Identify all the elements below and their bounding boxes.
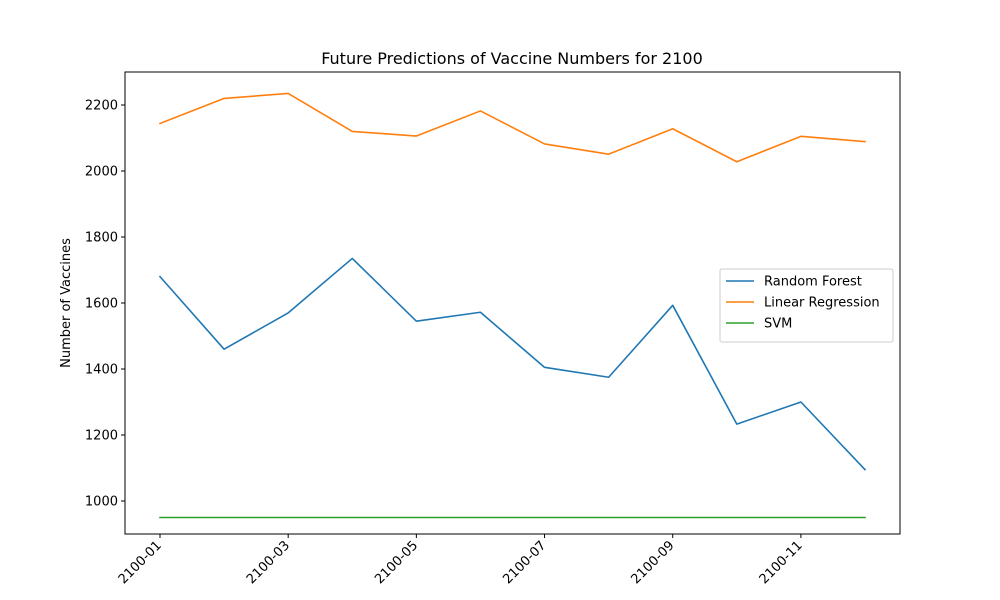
series-line-random-forest [158, 257, 867, 471]
y-tick-label: 1600 [85, 297, 118, 312]
legend-entry-label: SVM [764, 317, 792, 332]
legend-entry-label: Random Forest [764, 275, 862, 290]
series-line-linear-regression [158, 92, 866, 163]
y-tick-label: 2200 [85, 99, 118, 114]
y-tick-label: 1200 [85, 429, 118, 444]
y-axis-label: Number of Vaccines [59, 238, 74, 368]
y-tick-label: 2000 [85, 165, 118, 180]
y-tick-label: 1800 [85, 231, 118, 246]
legend: Random Forest Linear Regression SVM [719, 268, 894, 343]
legend-box [719, 268, 894, 343]
y-tick-label: 1400 [85, 363, 118, 378]
legend-entry-label: Linear Regression [764, 296, 880, 311]
y-tick-label: 1000 [85, 495, 118, 510]
chart-title: Future Predictions of Vaccine Numbers fo… [321, 49, 703, 68]
